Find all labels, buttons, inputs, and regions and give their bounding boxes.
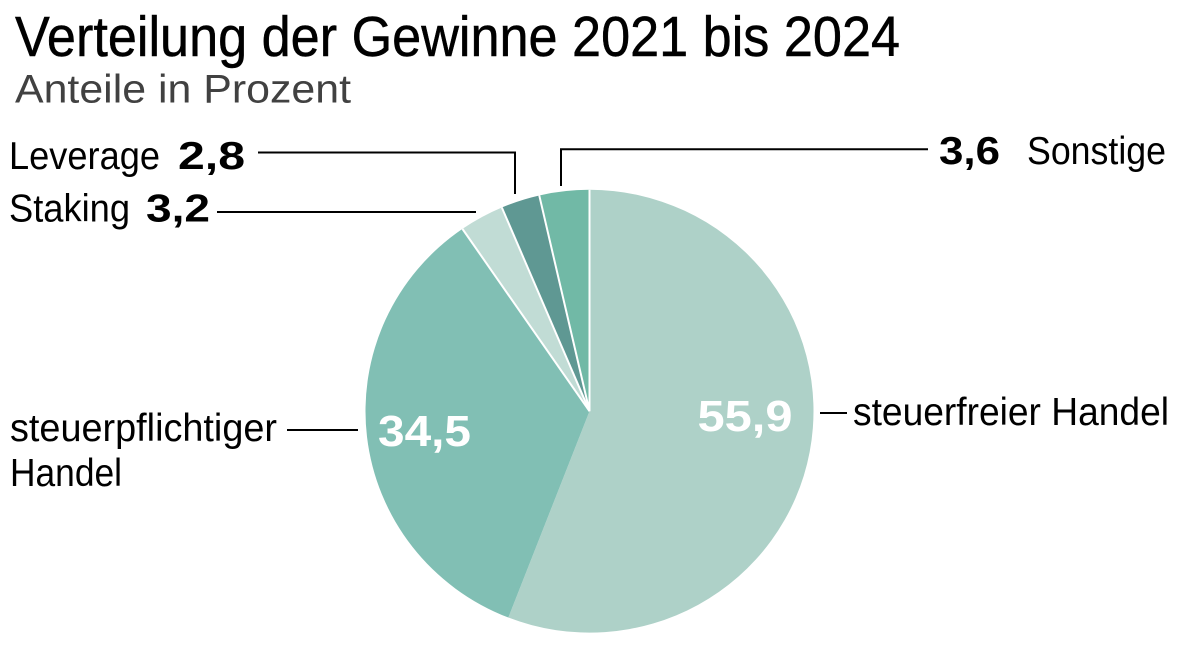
svg-text:Verteilung der Gewinne 2021 bi: Verteilung der Gewinne 2021 bis 2024	[15, 5, 900, 69]
svg-text:55,9: 55,9	[698, 392, 793, 441]
svg-text:Staking: Staking	[9, 188, 130, 231]
svg-text:Anteile in Prozent: Anteile in Prozent	[15, 68, 351, 112]
svg-text:Sonstige: Sonstige	[1027, 130, 1166, 173]
svg-text:2,8: 2,8	[178, 135, 245, 178]
svg-text:34,5: 34,5	[378, 407, 471, 456]
svg-text:Handel: Handel	[10, 452, 122, 495]
svg-text:3,6: 3,6	[939, 130, 1000, 173]
svg-text:steuerfreier Handel: steuerfreier Handel	[853, 391, 1169, 434]
svg-text:3,2: 3,2	[146, 188, 210, 231]
svg-text:steuerpflichtiger: steuerpflichtiger	[10, 407, 277, 450]
svg-text:Leverage: Leverage	[9, 135, 160, 178]
